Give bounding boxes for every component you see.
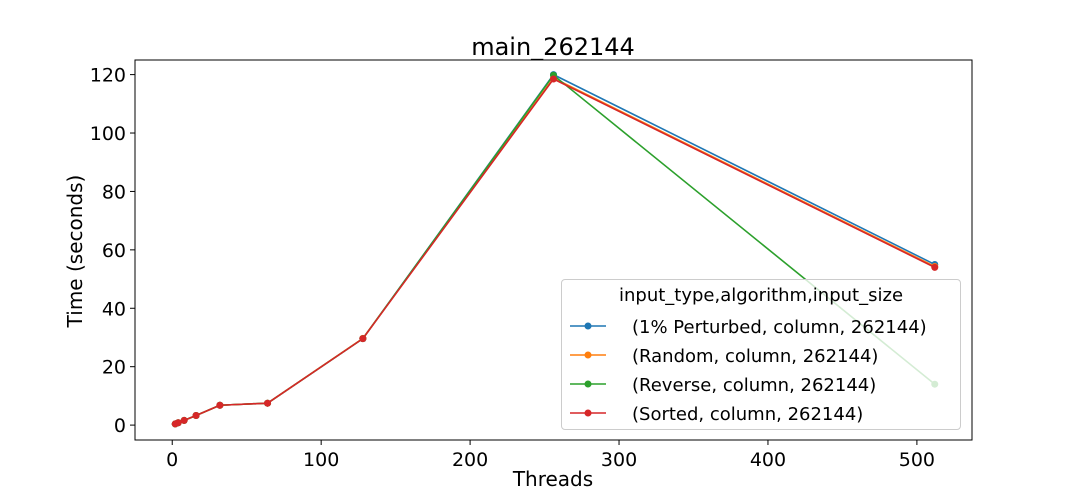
- legend-label-random: (Random, column, 262144): [632, 346, 879, 367]
- data-point-3-1: [174, 419, 182, 427]
- data-point-3-2: [180, 416, 188, 424]
- legend-entry-random: (Random, column, 262144): [568, 344, 958, 368]
- chart-title: main_262144: [471, 33, 635, 61]
- x-tick-label: 400: [750, 449, 786, 471]
- legend-label-perturbed: (1% Perturbed, column, 262144): [632, 317, 927, 338]
- data-point-3-8: [931, 263, 939, 271]
- legend-entry-perturbed: (1% Perturbed, column, 262144): [568, 315, 958, 339]
- legend-swatch-reverse: [570, 380, 606, 388]
- x-tick-label: 200: [452, 449, 488, 471]
- data-point-3-3: [192, 411, 200, 419]
- y-tick-label: 60: [102, 240, 126, 262]
- x-tick-label: 500: [899, 449, 935, 471]
- y-tick-label: 120: [90, 65, 126, 87]
- y-tick-label: 40: [102, 298, 126, 320]
- legend-label-sorted: (Sorted, column, 262144): [632, 404, 864, 425]
- y-tick-label: 0: [114, 415, 126, 437]
- y-tick-label: 80: [102, 181, 126, 203]
- chart-legend: input_type,algorithm,input_size (1% Pert…: [561, 279, 961, 430]
- data-point-3-7: [550, 75, 557, 83]
- legend-swatch-random: [570, 351, 606, 359]
- y-tick-label: 100: [90, 123, 126, 145]
- legend-label-reverse: (Reverse, column, 262144): [632, 375, 877, 396]
- data-point-3-4: [216, 401, 224, 409]
- y-tick-label: 20: [102, 357, 126, 379]
- data-point-3-6: [359, 335, 367, 343]
- x-axis-label: Threads: [512, 467, 593, 491]
- x-tick-label: 300: [601, 449, 637, 471]
- legend-entry-sorted: (Sorted, column, 262144): [568, 402, 958, 426]
- legend-swatch-perturbed: [570, 322, 606, 330]
- x-tick-label: 0: [166, 449, 178, 471]
- legend-title: input_type,algorithm,input_size: [618, 285, 904, 306]
- plot-area: 0 100 200 300 400 500 0 20 40 60 80 100 120: [90, 59, 973, 471]
- x-tick-label: 100: [303, 449, 339, 471]
- legend-swatch-sorted: [570, 409, 606, 417]
- y-axis-label: Time (seconds): [63, 175, 87, 329]
- data-point-3-5: [264, 399, 272, 407]
- legend-entry-reverse: (Reverse, column, 262144): [568, 373, 958, 397]
